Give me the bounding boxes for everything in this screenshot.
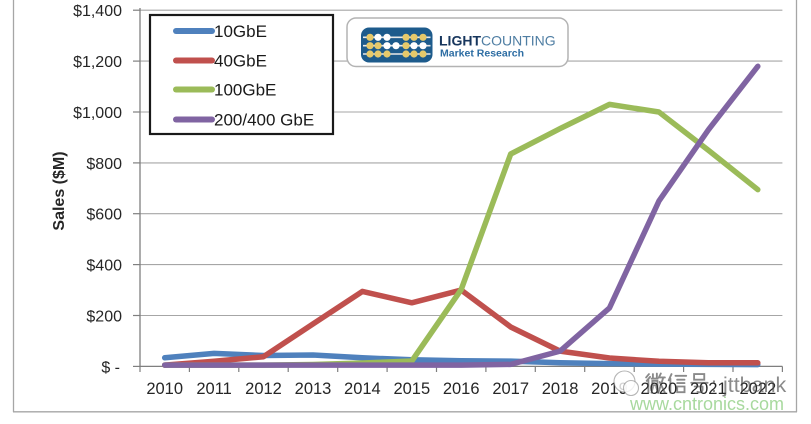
svg-text:: jttbank: : jttbank	[711, 373, 787, 397]
svg-text:Sales ($M): Sales ($M)	[51, 151, 68, 230]
svg-text:40GbE: 40GbE	[214, 52, 267, 71]
svg-text:200/400 GbE: 200/400 GbE	[214, 111, 314, 130]
svg-text:2014: 2014	[344, 380, 381, 398]
svg-text:$ -: $ -	[101, 359, 120, 376]
svg-text:2011: 2011	[196, 380, 231, 398]
svg-text:$200: $200	[86, 309, 122, 326]
svg-text:www.cntronics.com: www.cntronics.com	[629, 394, 784, 414]
svg-text:$1,200: $1,200	[73, 54, 122, 71]
svg-text:$400: $400	[86, 258, 122, 275]
svg-text:Market Research: Market Research	[440, 48, 524, 60]
svg-text:LIGHTCOUNTING: LIGHTCOUNTING	[439, 32, 556, 48]
svg-text:2010: 2010	[146, 380, 183, 398]
svg-text:2022: 2022	[739, 380, 776, 398]
svg-text:100GbE: 100GbE	[214, 81, 276, 100]
svg-text:2021: 2021	[690, 380, 727, 398]
svg-text:2015: 2015	[393, 380, 430, 398]
svg-text:2018: 2018	[542, 380, 579, 398]
svg-text:$1,000: $1,000	[73, 105, 122, 122]
svg-text:2017: 2017	[492, 380, 529, 398]
svg-text:$800: $800	[86, 156, 122, 173]
svg-text:$600: $600	[86, 207, 122, 224]
svg-text:10GbE: 10GbE	[214, 22, 267, 41]
svg-text:2016: 2016	[443, 380, 480, 398]
svg-text:$1,400: $1,400	[73, 3, 122, 20]
svg-text:2013: 2013	[295, 380, 332, 398]
svg-text:2012: 2012	[245, 380, 282, 398]
